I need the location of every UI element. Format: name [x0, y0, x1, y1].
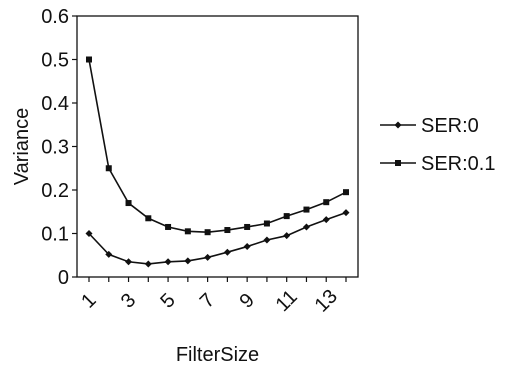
data-point — [263, 220, 270, 227]
y-tick-label: 0.1 — [41, 224, 69, 246]
x-tick-label: 3 — [117, 289, 140, 312]
data-point — [302, 223, 310, 231]
series-2 — [86, 56, 349, 236]
data-point — [125, 200, 132, 207]
plot-border — [76, 15, 359, 278]
data-point — [322, 216, 330, 224]
legend-marker — [394, 121, 402, 129]
data-point — [342, 209, 350, 217]
y-tick-label: 0.6 — [41, 6, 69, 28]
x-tick-label: 13 — [311, 285, 342, 316]
y-tick-label: 0.4 — [41, 93, 69, 115]
series-line — [88, 211, 347, 265]
y-tick-label: 0.3 — [41, 137, 69, 159]
data-point — [144, 260, 152, 268]
data-point — [165, 223, 172, 230]
x-tick-label: 11 — [272, 286, 302, 316]
data-point — [184, 228, 191, 235]
series-1 — [85, 209, 350, 268]
legend-item: SER:0 — [380, 115, 479, 137]
legend: SER:0 SER:0.1 — [380, 115, 495, 175]
y-tick-label: 0.5 — [41, 50, 69, 72]
data-point — [283, 213, 290, 220]
data-point — [244, 223, 251, 230]
data-point — [164, 258, 172, 266]
x-tick-label: 9 — [235, 289, 258, 312]
y-tick-label: 0 — [58, 267, 69, 289]
data-point — [283, 232, 291, 240]
data-point — [204, 253, 212, 261]
series-line — [88, 59, 347, 233]
data-point — [105, 250, 113, 258]
data-point — [263, 236, 271, 244]
data-point — [204, 229, 211, 236]
data-point — [105, 165, 112, 172]
data-point — [243, 243, 251, 251]
plot-frame — [76, 15, 359, 278]
legend-item: SER:0.1 — [380, 153, 495, 175]
legend-label: SER:0 — [421, 115, 479, 137]
legend-label: SER:0.1 — [421, 153, 495, 175]
data-point — [184, 257, 192, 265]
data-point — [85, 230, 93, 237]
data-point — [343, 189, 349, 196]
data-point — [223, 248, 231, 256]
y-axis-ticks: 0 0.1 0.2 0.3 0.4 0.5 0.6 — [41, 6, 77, 289]
data-point — [224, 227, 231, 234]
data-point — [125, 258, 133, 266]
data-point — [323, 199, 330, 206]
data-point — [86, 56, 92, 63]
x-axis-ticks: 1 3 5 7 9 11 13 — [77, 277, 347, 317]
data-point — [145, 215, 152, 222]
data-point — [303, 206, 310, 213]
x-tick-label: 5 — [156, 289, 179, 312]
legend-marker — [395, 160, 401, 166]
x-tick-label: 7 — [196, 289, 219, 312]
x-axis-title: FilterSize — [176, 344, 259, 366]
y-tick-label: 0.2 — [41, 180, 69, 202]
y-axis-title: Variance — [11, 108, 33, 185]
x-tick-label: 1 — [77, 289, 100, 312]
series-layer — [85, 56, 350, 268]
